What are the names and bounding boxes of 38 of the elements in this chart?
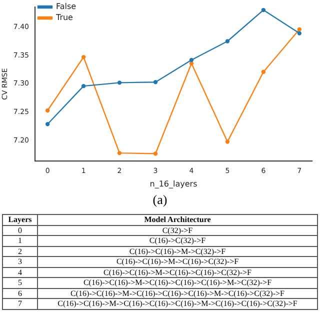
point (225, 39, 230, 44)
text: 5 (18, 278, 22, 287)
point (297, 27, 302, 32)
point (153, 152, 158, 156)
point (81, 55, 86, 60)
point (225, 140, 230, 144)
text: Model Architecture (37, 215, 317, 224)
text: Layers (8, 215, 32, 224)
point (261, 70, 266, 74)
text: C(16)->C(16)->M->C(16)->C(16)->C(16)->M->C(16)->C(32)->F (37, 288, 317, 298)
text: 4 (18, 268, 22, 276)
text: C(16)->C(16)->M->C(16)->C(32)->F (37, 257, 317, 266)
point (189, 58, 194, 62)
text: C(16)->C(16)->M->C(16)->C(16)->C(16)->M->C(16)->C(16)->C(32)->F (37, 299, 317, 308)
point (261, 8, 266, 12)
text: 2 (18, 246, 22, 256)
point (117, 80, 122, 85)
text: C(32)->F (37, 226, 317, 235)
text: C(16)->C(16)->M->C(16)->C(16)->C(32)->F (37, 268, 317, 277)
point (297, 31, 302, 36)
text: C(16)->C(32)->F (37, 236, 317, 246)
text: 1 (18, 236, 22, 245)
text: 0 (18, 226, 22, 234)
text: 3 (18, 257, 22, 266)
point (153, 80, 158, 84)
text: C(16)->C(16)->M->C(32)->F (37, 246, 317, 256)
point (189, 61, 194, 66)
text: 6 (18, 288, 22, 298)
x-axis-title: n_16_layers (150, 179, 198, 188)
text: 7 (18, 299, 22, 308)
point (117, 150, 122, 156)
point (45, 108, 50, 113)
point (81, 84, 86, 88)
legend-label: False (56, 2, 76, 12)
text: (a) (152, 192, 168, 208)
point (45, 122, 50, 126)
legend-label: True (54, 13, 74, 22)
text: C(16)->C(16)->M->C(16)->C(16)->C(16)->M->C(32)->F (37, 278, 317, 288)
